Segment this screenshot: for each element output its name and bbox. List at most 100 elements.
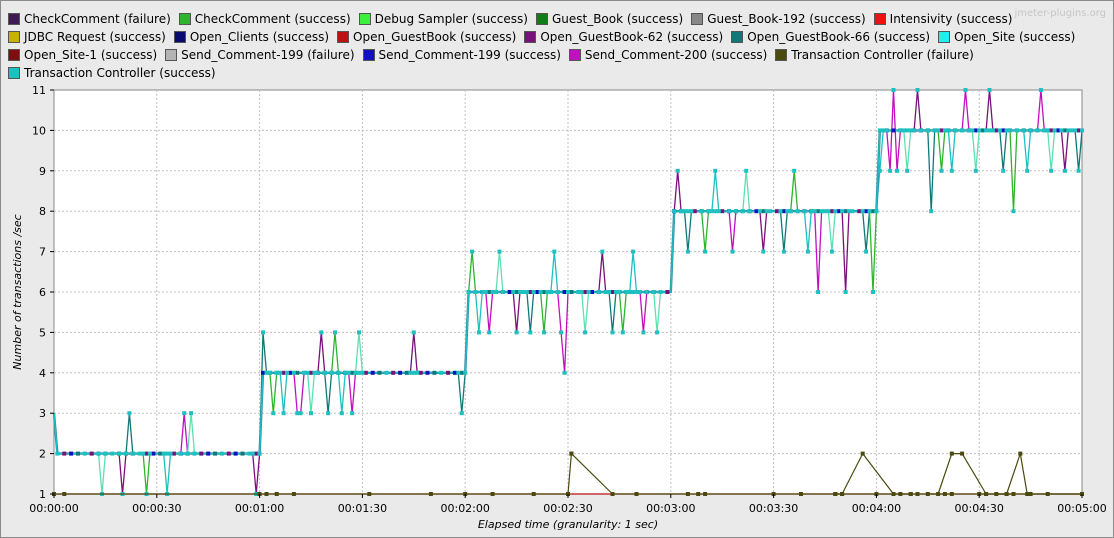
legend-swatch [8,49,20,61]
data-point-marker [124,451,128,456]
data-point-marker [1025,168,1030,173]
data-point-marker [1001,168,1006,173]
data-point-marker [267,370,272,375]
legend-swatch [337,31,350,43]
transaction-failure-point [634,492,639,496]
y-tick-label: 7 [39,246,46,259]
data-point-marker [295,370,300,375]
legend-item: Transaction Controller (failure) [775,46,974,64]
data-point-marker [158,451,163,456]
transaction-failure-point [925,492,930,496]
data-point-marker [350,370,355,375]
data-point-marker [682,209,687,214]
data-point-marker [117,451,122,456]
data-point-marker [733,209,738,214]
data-point-marker [620,330,625,335]
data-point-marker [497,249,502,254]
x-tick-label: 00:02:30 [543,502,592,515]
data-point-marker [699,209,704,214]
y-tick-label: 6 [39,286,46,299]
data-point-marker [590,290,594,294]
data-point-marker [651,290,656,294]
legend-swatch [178,13,191,25]
legend-item: Open_Site-1 (success) [8,46,157,64]
legend-swatch [165,49,178,61]
data-point-marker [398,370,403,375]
data-point-marker [130,451,135,456]
legend-label: Guest_Book-192 (success) [707,12,866,26]
transaction-failure-point [984,492,989,496]
data-point-marker [178,451,183,456]
legend-label: Intensivity (success) [889,12,1013,26]
data-point-marker [788,209,793,214]
data-point-marker [857,209,862,214]
transaction-failure-point [949,451,954,456]
data-point-marker [713,168,718,173]
data-point-marker [1080,128,1084,133]
data-point-marker [459,370,464,375]
data-point-marker [271,411,276,416]
data-point-marker [816,209,821,214]
legend-item: Open_Clients (success) [173,28,329,46]
data-point-marker [864,209,869,214]
transaction-failure-point [531,492,536,496]
data-point-marker [206,451,211,456]
legend-swatch [362,49,375,61]
data-point-marker [233,451,238,456]
data-point-marker [137,451,142,456]
data-point-marker [1056,128,1060,133]
data-point-marker [463,370,468,375]
data-point-marker [171,451,176,456]
data-point-marker [226,451,231,456]
data-point-marker [644,290,649,294]
legend-item: Send_Comment-200 (success) [568,46,767,64]
data-point-marker [494,290,498,294]
data-point-marker [836,209,841,214]
data-point-marker [305,370,310,375]
transaction-failure-point [62,492,67,496]
data-point-marker [963,88,968,92]
data-point-marker [110,451,115,456]
data-point-marker [199,451,204,456]
data-point-marker [538,290,543,294]
data-point-marker [411,330,416,335]
data-point-marker [641,330,646,335]
data-point-marker [918,128,923,133]
data-point-marker [675,168,680,173]
legend-item: CheckComment (failure) [8,10,171,28]
data-point-marker [672,209,677,214]
data-point-marker [514,330,519,335]
legend-item: Send_Comment-199 (failure) [165,46,355,64]
legend-label: CheckComment (success) [194,12,351,26]
data-point-marker [168,451,173,456]
legend-swatch [8,67,20,79]
data-point-marker [350,411,355,416]
data-point-marker [309,411,313,416]
data-point-marker [161,451,166,456]
legend-swatch [524,31,537,43]
data-point-marker [1076,168,1081,173]
data-point-marker [939,128,944,133]
data-point-marker [278,370,283,375]
data-point-marker [706,209,711,214]
legend-item: Guest_Book (success) [535,10,683,28]
data-point-marker [689,209,694,214]
y-tick-label: 5 [39,326,46,339]
data-point-marker [781,209,786,214]
data-point-marker [754,209,759,214]
data-point-marker [864,249,869,254]
transaction-failure-point [1025,492,1030,496]
data-point-marker [446,370,451,375]
legend-label: Open_GuestBook (success) [353,30,517,44]
data-point-marker [542,330,546,335]
data-point-marker [997,128,1002,133]
data-point-marker [363,370,368,375]
data-point-marker [476,330,481,335]
data-point-marker [881,128,886,133]
legend-swatch [8,13,20,25]
data-point-marker [466,290,471,294]
legend-item: JDBC Request (success) [8,28,166,46]
data-point-marker [977,128,982,133]
data-point-marker [548,290,553,294]
data-point-marker [1045,128,1050,133]
